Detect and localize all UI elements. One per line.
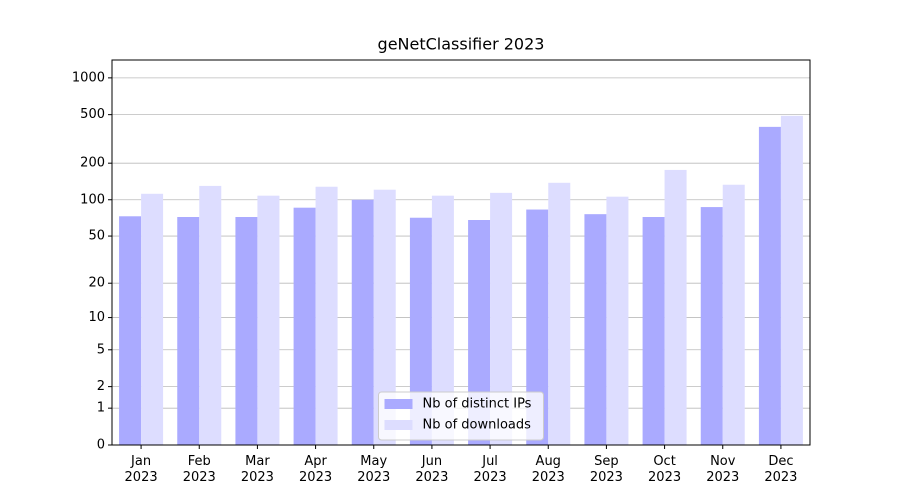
y-tick-label: 500 — [80, 107, 105, 122]
y-tick-label: 1 — [97, 401, 105, 416]
legend-label: Nb of downloads — [423, 418, 532, 433]
x-tick-label-line: May — [360, 454, 387, 469]
x-tick-label-line: 2023 — [125, 470, 158, 485]
bar — [235, 217, 258, 445]
x-tick-label-line: Jan — [130, 454, 151, 469]
x-tick-label-line: Oct — [653, 454, 675, 469]
x-tick-label-line: 2023 — [648, 470, 681, 485]
bar — [293, 207, 316, 445]
x-tick-label: Jun 2023 — [415, 454, 448, 485]
bar — [490, 192, 513, 445]
bar — [351, 199, 374, 445]
bar — [606, 196, 629, 445]
legend-swatch — [384, 399, 413, 409]
x-tick-label: May 2023 — [357, 454, 390, 485]
y-tick-label: 1000 — [72, 70, 105, 85]
bar — [409, 217, 432, 445]
x-tick-label: Jul 2023 — [474, 454, 507, 485]
x-tick-label-line: Mar — [245, 454, 270, 469]
x-tick-label: Feb 2023 — [183, 454, 216, 485]
x-tick-label-line: 2023 — [474, 470, 507, 485]
x-tick-label-line: 2023 — [299, 470, 332, 485]
x-tick-label-line: Feb — [188, 454, 211, 469]
x-tick-label: Jan 2023 — [125, 454, 158, 485]
bar — [700, 207, 723, 445]
bar — [758, 126, 781, 445]
x-tick-label: Dec 2023 — [764, 454, 797, 485]
x-tick-label-line: 2023 — [764, 470, 797, 485]
legend-swatch — [384, 420, 413, 430]
x-tick-label-line: Jun — [421, 454, 442, 469]
bar — [548, 182, 571, 445]
bar — [584, 214, 607, 445]
bar — [315, 186, 338, 445]
x-tick-label-line: Jul — [481, 454, 498, 469]
x-tick-label-line: Dec — [768, 454, 793, 469]
y-tick-label: 200 — [80, 156, 105, 171]
y-tick-label: 20 — [88, 276, 105, 291]
x-tick-label-line: 2023 — [590, 470, 623, 485]
bar — [664, 169, 687, 445]
bar — [257, 195, 280, 445]
y-tick-label: 100 — [80, 192, 105, 207]
x-tick-label-line: Apr — [304, 454, 327, 469]
y-tick-label: 50 — [88, 229, 105, 244]
x-tick-label-line: 2023 — [532, 470, 565, 485]
y-tick-label: 2 — [97, 379, 105, 394]
y-tick-label: 5 — [97, 342, 105, 357]
bar — [780, 115, 803, 445]
bar — [177, 217, 200, 445]
legend-box — [378, 391, 544, 441]
x-tick-label-line: 2023 — [183, 470, 216, 485]
y-tick-label: 10 — [88, 310, 105, 325]
legend-label: Nb of distinct IPs — [423, 397, 532, 412]
x-tick-label-line: Aug — [536, 454, 561, 469]
bar — [373, 189, 396, 445]
x-tick-label-line: 2023 — [415, 470, 448, 485]
x-tick-label-line: 2023 — [241, 470, 274, 485]
bar — [431, 195, 454, 445]
x-tick-label-line: 2023 — [706, 470, 739, 485]
bar — [642, 217, 665, 445]
x-tick-label-line: Nov — [710, 454, 736, 469]
bar — [199, 185, 222, 446]
x-tick-label: Mar 2023 — [241, 454, 274, 485]
bar — [722, 184, 745, 445]
plot-frame — [111, 59, 811, 446]
x-tick-label: Sep 2023 — [590, 454, 623, 485]
bar — [141, 193, 164, 445]
x-tick-label-line: 2023 — [357, 470, 390, 485]
chart-title: geNetClassifier 2023 — [378, 35, 545, 54]
bar — [526, 209, 549, 445]
x-tick-label: Apr 2023 — [299, 454, 332, 485]
y-tick-label: 0 — [97, 438, 105, 453]
x-tick-label: Oct 2023 — [648, 454, 681, 485]
bar — [119, 216, 142, 445]
x-tick-label-line: Sep — [594, 454, 619, 469]
bar — [468, 219, 491, 445]
x-tick-label: Aug 2023 — [532, 454, 565, 485]
x-tick-label: Nov 2023 — [706, 454, 739, 485]
